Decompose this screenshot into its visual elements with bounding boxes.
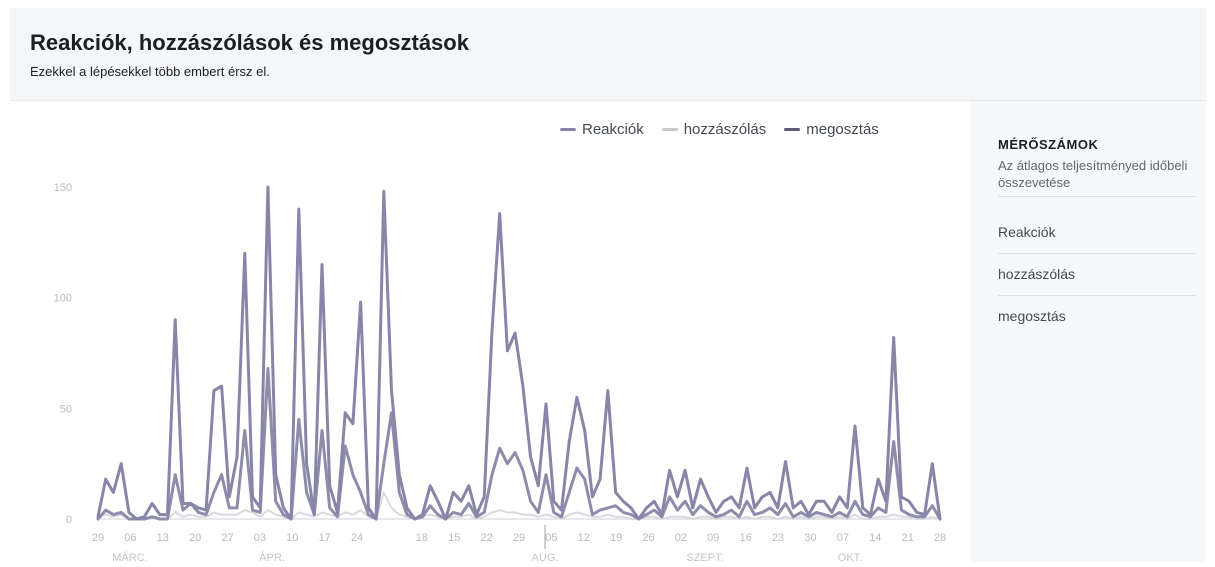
x-tick-label: 03: [254, 532, 266, 544]
legend-swatch: [784, 128, 801, 131]
series-line-hozzaszolas: [97, 491, 941, 520]
x-tick-label: 26: [642, 532, 654, 544]
x-month-label: MÁRC.: [112, 551, 147, 562]
x-tick-label: 15: [448, 532, 460, 544]
legend-label: hozzászólás: [683, 121, 767, 138]
metric-item-hozzaszolas[interactable]: hozzászólás: [998, 266, 1076, 282]
metrics-description: Az átlagos teljesítményed időbeli összev…: [998, 158, 1188, 190]
x-tick-label: 24: [351, 532, 363, 544]
series-line-reakciok: [96, 185, 942, 521]
legend-swatch: [560, 128, 576, 131]
x-tick-label: 28: [934, 532, 946, 544]
x-tick-label: 13: [157, 532, 169, 544]
metrics-heading: MÉRŐSZÁMOK: [998, 137, 1099, 152]
x-month-label: SZEPT.: [686, 552, 723, 562]
x-tick-label: 16: [740, 532, 752, 544]
x-month-label: ÁPR.: [259, 551, 285, 562]
x-tick-label: 29: [92, 532, 104, 544]
x-month-label: AUG.: [532, 552, 559, 562]
y-tick-label: 150: [54, 182, 72, 194]
y-tick-label: 50: [60, 403, 72, 415]
chart-legend: Reakciók hozzászólás megosztás: [560, 121, 879, 138]
card-header: Reakciók, hozzászólások és megosztások E…: [10, 8, 1206, 101]
divider: [998, 196, 1196, 197]
x-tick-label: 14: [869, 532, 881, 544]
x-month-label: OKT.: [838, 552, 862, 562]
legend-item-reakciok[interactable]: Reakciók: [560, 121, 644, 138]
legend-item-hozzaszolas[interactable]: hozzászólás: [661, 121, 767, 138]
x-tick-label: 21: [901, 532, 913, 544]
x-tick-label: 22: [480, 532, 492, 544]
x-tick-label: 12: [578, 532, 590, 544]
y-tick-label: 100: [54, 293, 72, 305]
x-tick-label: 09: [707, 532, 719, 544]
x-tick-label: 19: [610, 532, 622, 544]
x-tick-label: 18: [416, 532, 428, 544]
chart-area: 0 50 100 150 29 06 13 20 27 03 10 17 24 18 15 22 29 05 12 1…: [10, 101, 960, 564]
legend-label: megosztás: [806, 121, 879, 138]
x-tick-label: 17: [319, 532, 331, 544]
x-tick-label: 29: [513, 532, 525, 544]
chart-card: Reakciók, hozzászólások és megosztások E…: [10, 8, 1206, 564]
x-tick-label: 23: [772, 532, 784, 544]
legend-label: Reakciók: [582, 121, 644, 138]
legend-swatch: [661, 128, 678, 131]
series-line-megosztas: [96, 367, 942, 521]
x-tick-label: 30: [804, 532, 816, 544]
page-subtitle: Ezekkel a lépésekkel több embert érsz el…: [30, 64, 270, 79]
y-tick-label: 0: [66, 514, 72, 526]
divider: [998, 295, 1196, 296]
x-tick-label: 27: [221, 532, 233, 544]
divider: [998, 253, 1196, 254]
x-tick-label: 20: [189, 532, 201, 544]
x-tick-label: 06: [124, 532, 136, 544]
x-tick-label: 02: [675, 532, 687, 544]
line-chart: 0 50 100 150 29 06 13 20 27 03 10 17 24 18 15 22 29 05 12 1…: [54, 182, 946, 564]
metric-item-reakciok[interactable]: Reakciók: [998, 224, 1056, 240]
x-tick-label: 05: [545, 532, 557, 544]
x-tick-label: 07: [837, 532, 849, 544]
metrics-sidebar: MÉRŐSZÁMOK Az átlagos teljesítményed idő…: [970, 101, 1206, 562]
legend-item-megosztas[interactable]: megosztás: [784, 121, 879, 138]
page-title: Reakciók, hozzászólások és megosztások: [30, 30, 469, 55]
x-tick-label: 10: [286, 532, 298, 544]
metric-item-megosztas[interactable]: megosztás: [998, 308, 1066, 324]
